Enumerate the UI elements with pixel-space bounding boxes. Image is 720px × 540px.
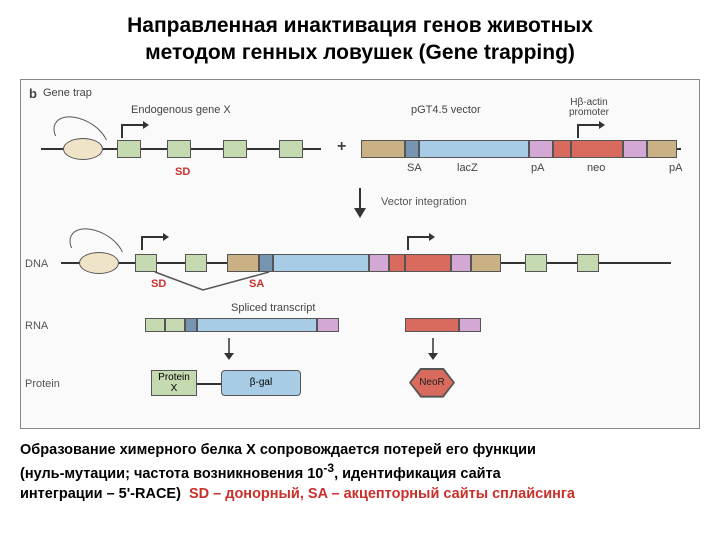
- cap-l1: Образование химерного белка X сопровожда…: [20, 442, 536, 458]
- title-line1: Направленная инактивация генов животных: [127, 14, 593, 37]
- promoter-arrow-4: [407, 236, 429, 250]
- vector-label: pGT4.5 vector: [411, 104, 481, 116]
- proteinX-box: Protein X: [151, 370, 197, 396]
- cap-l2b: , идентификация сайта: [334, 466, 501, 482]
- exon-1b: [167, 140, 191, 158]
- dna-row-label: DNA: [25, 258, 48, 270]
- panel-b-label: b: [29, 86, 37, 101]
- lacZ-label: lacZ: [457, 162, 478, 174]
- pA1-label: pA: [531, 162, 544, 174]
- pA2-label: pA: [669, 162, 682, 174]
- bgal-box: β-gal: [221, 370, 301, 396]
- rna-pA: [317, 318, 339, 332]
- promoter-arrow-2: [577, 124, 599, 138]
- rna-exon-b: [165, 318, 185, 332]
- neoR-text: NeoR: [419, 377, 445, 388]
- promoter-arrow-1: [121, 124, 143, 138]
- vec-pA2: [623, 140, 647, 158]
- SA-top-label: SA: [407, 162, 422, 174]
- dna-pA2: [451, 254, 471, 272]
- exon-1d: [279, 140, 303, 158]
- cap-l3a: интеграции – 5'-RACE): [20, 486, 181, 502]
- dna-lacZ: [273, 254, 369, 272]
- cap-l3red: SD – донорный, SA – акцепторный сайты сп…: [189, 486, 575, 502]
- dna-exon-c: [525, 254, 547, 272]
- title-line2: методом генных ловушек (Gene trapping): [145, 41, 575, 64]
- rna-neo: [405, 318, 459, 332]
- cap-l2a: (нуль-мутации; частота возникновения 10: [20, 466, 323, 482]
- vec-neo: [571, 140, 623, 158]
- vec-pA1: [529, 140, 553, 158]
- vec-lacZ: [419, 140, 529, 158]
- integration-label: Vector integration: [381, 196, 467, 208]
- endogenous-label: Endogenous gene X: [131, 104, 231, 116]
- dna-pA1: [369, 254, 389, 272]
- cap-sup: -3: [323, 461, 334, 475]
- spliced-label: Spliced transcript: [231, 302, 315, 314]
- rna-lacZ: [197, 318, 317, 332]
- dna-exon-d: [577, 254, 599, 272]
- dna-prom: [389, 254, 405, 272]
- dna-vec-C: [471, 254, 501, 272]
- vec-promoter-seg: [553, 140, 571, 158]
- diagram-panel: b Gene trap Endogenous gene X SD + pGT4.…: [20, 79, 700, 429]
- sd-label-1: SD: [175, 166, 190, 178]
- exon-1c: [223, 140, 247, 158]
- panel-sub: Gene trap: [43, 87, 92, 99]
- dna-neo: [405, 254, 451, 272]
- vec-seg-B: [405, 140, 419, 158]
- promoter-arrow-3: [141, 236, 163, 250]
- caption: Образование химерного белка X сопровожда…: [0, 433, 720, 513]
- integration-arrow: [350, 188, 370, 218]
- protein-connector: [197, 383, 221, 385]
- vec-seg-C: [647, 140, 677, 158]
- rna-sa: [185, 318, 197, 332]
- actin-label: Hβ-actin promoter: [569, 98, 609, 118]
- plus-sign: +: [337, 138, 346, 156]
- protein-row-label: Protein: [25, 378, 60, 390]
- rna-exon-a: [145, 318, 165, 332]
- arrow-to-prot-1: [221, 338, 237, 362]
- arrow-to-prot-2: [425, 338, 441, 362]
- neo-label: neo: [587, 162, 605, 174]
- exon-1a: [117, 140, 141, 158]
- splice-v: [153, 270, 283, 294]
- rna-row-label: RNA: [25, 320, 48, 332]
- rna-pA2: [459, 318, 481, 332]
- vec-seg-A: [361, 140, 405, 158]
